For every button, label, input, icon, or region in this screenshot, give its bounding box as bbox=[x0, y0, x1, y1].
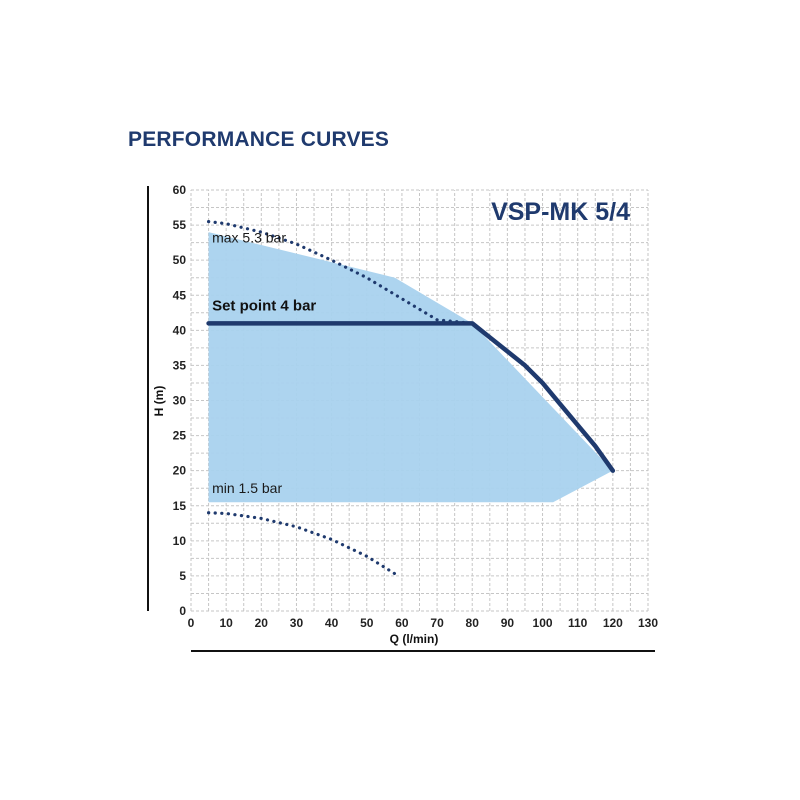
y-tick-label: 30 bbox=[173, 394, 187, 408]
y-tick-label: 20 bbox=[173, 464, 187, 478]
tick-labels: 0 10 20 30 40 50 60 70 80 90 100 110 120 130 0 5 10 15 20 2… bbox=[173, 183, 659, 630]
x-tick-label: 0 bbox=[188, 616, 195, 630]
curve-max-5-3-bar bbox=[206, 219, 474, 325]
y-tick-label: 55 bbox=[173, 218, 187, 232]
x-tick-label: 30 bbox=[290, 616, 304, 630]
x-tick-label: 50 bbox=[360, 616, 374, 630]
curve-min-1-5-bar bbox=[206, 511, 401, 578]
operating-area bbox=[208, 232, 613, 503]
y-axis-label: H (m) bbox=[152, 386, 166, 417]
x-tick-label: 80 bbox=[466, 616, 480, 630]
x-axis-label: Q (l/min) bbox=[390, 632, 439, 646]
annotations: max 5.3 bar Set point 4 bar min 1.5 bar bbox=[212, 230, 316, 496]
y-tick-label: 35 bbox=[173, 358, 187, 372]
x-tick-label: 130 bbox=[638, 616, 658, 630]
y-tick-label: 40 bbox=[173, 323, 187, 337]
x-tick-label: 20 bbox=[255, 616, 269, 630]
y-tick-label: 5 bbox=[179, 569, 186, 583]
x-tick-label: 110 bbox=[568, 616, 588, 630]
y-tick-label: 25 bbox=[173, 429, 187, 443]
label-set-point-4-bar: Set point 4 bar bbox=[212, 298, 316, 315]
operating-area-fill bbox=[208, 232, 613, 503]
y-tick-label: 15 bbox=[173, 499, 187, 513]
page-title: PERFORMANCE CURVES bbox=[128, 128, 390, 151]
x-tick-label: 90 bbox=[501, 616, 515, 630]
x-tick-label: 10 bbox=[219, 616, 233, 630]
label-max-5-3-bar: max 5.3 bar bbox=[212, 230, 286, 246]
x-tick-label: 70 bbox=[430, 616, 444, 630]
y-tick-label: 45 bbox=[173, 288, 187, 302]
series-layer bbox=[206, 219, 616, 578]
x-tick-label: 120 bbox=[603, 616, 623, 630]
y-tick-label: 0 bbox=[179, 604, 186, 618]
y-tick-label: 60 bbox=[173, 183, 187, 197]
y-tick-label: 10 bbox=[173, 534, 187, 548]
x-tick-label: 40 bbox=[325, 616, 339, 630]
chart-title: VSP-MK 5/4 bbox=[491, 198, 630, 226]
curve-set-point-4-bar bbox=[206, 321, 616, 473]
axes bbox=[147, 186, 655, 652]
y-tick-label: 50 bbox=[173, 253, 187, 267]
label-min-1-5-bar: min 1.5 bar bbox=[212, 480, 282, 496]
x-tick-label: 100 bbox=[533, 616, 553, 630]
x-tick-label: 60 bbox=[395, 616, 409, 630]
